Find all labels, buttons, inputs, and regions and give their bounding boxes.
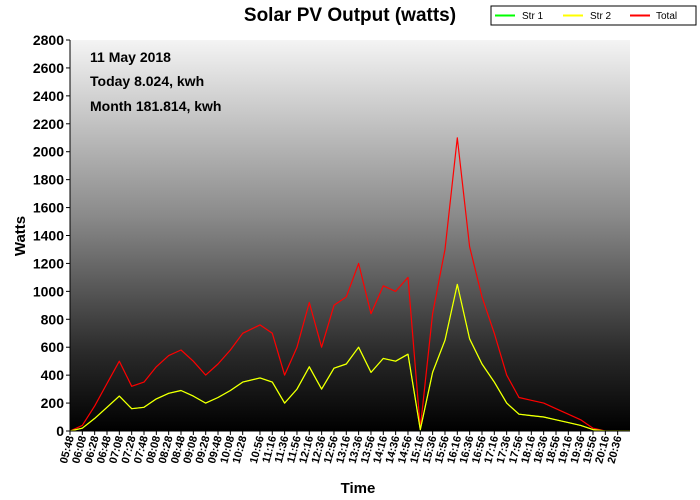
- y-tick-label: 1000: [33, 283, 64, 299]
- legend-label-str2: Str 2: [590, 11, 612, 22]
- y-tick-label: 200: [41, 395, 65, 411]
- y-tick-label: 600: [41, 339, 65, 355]
- series-line-str-2: [70, 283, 630, 431]
- series-line-total: [70, 137, 630, 431]
- legend: Str 1 Str 2 Total: [490, 5, 697, 26]
- y-tick-label: 800: [41, 311, 65, 327]
- y-tick-label: 2400: [33, 88, 64, 104]
- y-tick-label: 2000: [33, 144, 64, 160]
- legend-label-total: Total: [656, 11, 677, 22]
- annotations: 11 May 2018 Today 8.024, kwh Month 181.8…: [90, 49, 221, 114]
- annotation-today: Today 8.024, kwh: [90, 73, 204, 89]
- legend-label-str1: Str 1: [522, 11, 544, 22]
- annotation-date: 11 May 2018: [90, 49, 171, 65]
- y-tick-label: 400: [41, 367, 65, 383]
- y-tick-label: 2600: [33, 60, 64, 76]
- plot-area-background: [70, 40, 630, 431]
- y-tick-label: 1600: [33, 200, 64, 216]
- x-axis-title: Time: [341, 480, 376, 497]
- y-tick-label: 1400: [33, 228, 64, 244]
- annotation-month: Month 181.814, kwh: [90, 98, 221, 114]
- y-tick-label: 2800: [33, 32, 64, 48]
- chart-title: Solar PV Output (watts): [244, 5, 456, 26]
- x-axis-ticks: 05:4806:0806:2806:4807:0807:2807:4808:08…: [58, 431, 625, 465]
- series-layer: [70, 137, 630, 431]
- y-tick-label: 1200: [33, 255, 64, 271]
- y-axis-title: Watts: [12, 216, 29, 256]
- y-tick-label: 1800: [33, 172, 64, 188]
- y-tick-label: 0: [56, 423, 64, 439]
- y-axis-ticks: 0 200 400 600 800 1000 1200 1400 1600 1800 2000 220…: [33, 32, 70, 439]
- legend-box: [490, 5, 697, 26]
- y-tick-label: 2200: [33, 116, 64, 132]
